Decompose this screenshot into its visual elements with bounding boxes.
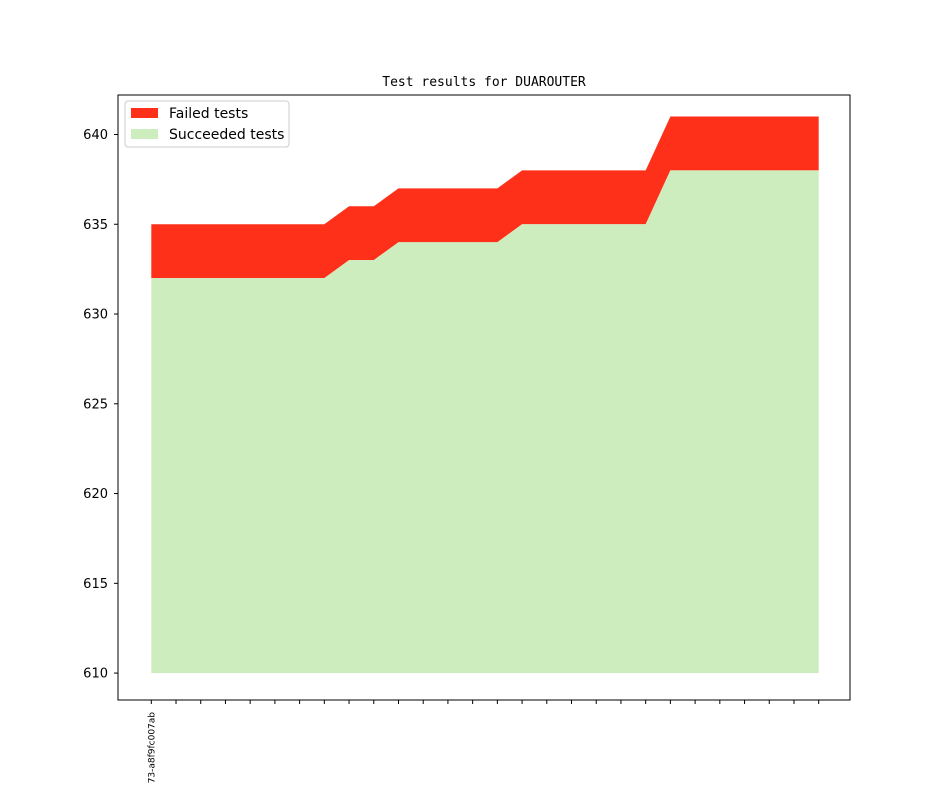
y-tick-label: 610 xyxy=(83,667,108,682)
y-tick-label: 630 xyxy=(83,308,108,323)
succeeded-tests-area xyxy=(151,170,819,674)
x-axis: 73-a8f9fc007ab xyxy=(147,700,820,784)
failed-tests-area xyxy=(151,116,819,279)
y-tick-label: 640 xyxy=(83,128,108,143)
legend-label-failed: Failed tests xyxy=(169,106,248,122)
y-tick-label: 625 xyxy=(83,397,108,412)
legend-swatch-failed xyxy=(131,108,158,118)
y-tick-label: 620 xyxy=(83,487,108,502)
y-tick-label: 615 xyxy=(83,577,108,592)
legend: Failed tests Succeeded tests xyxy=(124,100,290,148)
x-tick-label: 73-a8f9fc007ab xyxy=(147,712,157,784)
legend-label-succeeded: Succeeded tests xyxy=(169,127,284,143)
legend-box xyxy=(124,100,290,148)
chart-title: Test results for DUAROUTER xyxy=(382,75,586,90)
y-tick-label: 635 xyxy=(83,218,108,233)
legend-swatch-succeeded xyxy=(131,129,158,139)
plot-frame xyxy=(117,94,851,701)
y-axis: 610 615 620 625 630 635 640 xyxy=(83,128,118,682)
